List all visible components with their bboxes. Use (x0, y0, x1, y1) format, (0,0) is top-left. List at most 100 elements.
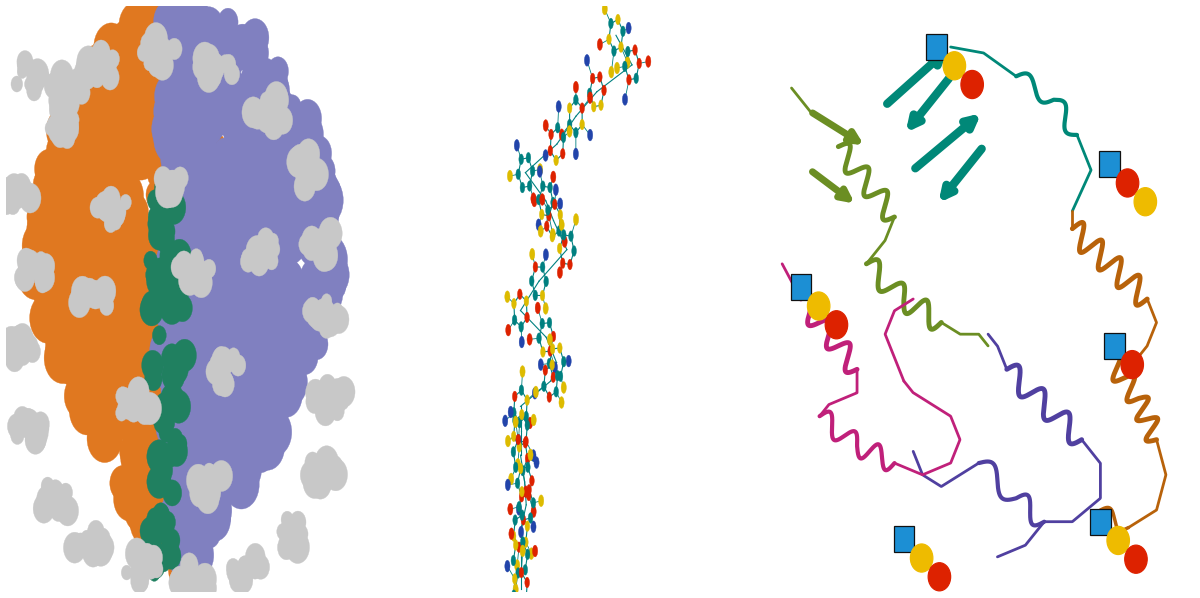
Circle shape (192, 22, 215, 54)
Circle shape (137, 44, 150, 62)
Circle shape (1116, 169, 1139, 197)
Circle shape (203, 464, 217, 484)
Circle shape (181, 211, 205, 243)
Circle shape (214, 346, 229, 367)
Circle shape (89, 39, 120, 83)
Circle shape (161, 303, 182, 332)
Circle shape (122, 129, 160, 180)
Circle shape (175, 349, 208, 393)
Circle shape (70, 154, 94, 187)
Circle shape (161, 383, 184, 416)
Circle shape (242, 321, 280, 371)
Circle shape (185, 365, 217, 408)
Circle shape (35, 227, 53, 251)
Circle shape (214, 460, 242, 501)
Circle shape (168, 239, 191, 271)
Circle shape (546, 205, 551, 215)
Circle shape (186, 471, 203, 495)
Circle shape (89, 198, 112, 230)
Circle shape (222, 423, 251, 462)
Circle shape (251, 423, 284, 470)
Circle shape (601, 85, 606, 96)
Circle shape (228, 355, 257, 395)
Circle shape (206, 98, 223, 122)
Circle shape (216, 349, 235, 375)
Circle shape (115, 405, 127, 421)
Circle shape (551, 228, 556, 240)
Circle shape (180, 67, 217, 118)
Circle shape (209, 440, 228, 466)
Circle shape (119, 2, 155, 50)
Circle shape (95, 295, 116, 324)
Circle shape (150, 560, 163, 578)
Circle shape (91, 113, 112, 142)
Circle shape (46, 310, 70, 343)
Circle shape (160, 183, 178, 208)
Circle shape (187, 139, 218, 182)
Circle shape (11, 426, 24, 444)
Circle shape (163, 456, 180, 481)
Circle shape (20, 422, 31, 437)
Circle shape (163, 480, 181, 506)
Circle shape (164, 264, 191, 300)
Circle shape (256, 101, 278, 133)
Circle shape (17, 51, 34, 73)
Circle shape (557, 267, 563, 279)
Circle shape (102, 392, 132, 434)
Circle shape (101, 291, 113, 307)
Circle shape (49, 236, 80, 279)
Circle shape (196, 230, 216, 258)
Circle shape (167, 390, 191, 423)
Circle shape (157, 407, 186, 446)
Circle shape (14, 329, 28, 347)
Circle shape (158, 373, 186, 411)
Circle shape (174, 302, 211, 355)
Circle shape (216, 444, 241, 479)
Circle shape (185, 45, 209, 78)
Circle shape (113, 127, 133, 155)
Circle shape (314, 461, 325, 476)
Circle shape (210, 307, 244, 354)
Circle shape (26, 59, 49, 89)
Circle shape (265, 81, 288, 113)
Circle shape (166, 170, 178, 186)
Circle shape (562, 230, 566, 240)
Circle shape (116, 337, 145, 377)
Circle shape (229, 118, 247, 143)
Circle shape (300, 142, 325, 177)
Circle shape (281, 227, 304, 260)
Circle shape (199, 519, 221, 548)
Circle shape (232, 312, 260, 351)
Circle shape (331, 396, 346, 414)
Circle shape (202, 230, 234, 274)
Circle shape (176, 442, 209, 488)
Circle shape (526, 549, 530, 560)
Circle shape (54, 486, 65, 500)
Circle shape (106, 187, 138, 230)
Circle shape (322, 459, 337, 480)
Circle shape (34, 241, 50, 265)
Circle shape (166, 42, 191, 77)
Circle shape (217, 367, 239, 396)
Circle shape (202, 470, 221, 496)
Circle shape (95, 42, 132, 93)
Circle shape (191, 130, 228, 181)
Circle shape (538, 166, 542, 177)
Circle shape (299, 295, 324, 329)
Circle shape (178, 456, 208, 496)
Circle shape (168, 428, 182, 449)
Circle shape (275, 202, 294, 227)
Circle shape (60, 344, 84, 377)
Circle shape (197, 475, 221, 508)
Circle shape (161, 135, 196, 184)
Circle shape (181, 533, 214, 578)
Circle shape (505, 324, 511, 336)
Circle shape (257, 109, 268, 123)
Circle shape (47, 115, 62, 136)
Circle shape (59, 273, 92, 319)
Circle shape (6, 181, 26, 209)
Circle shape (14, 333, 26, 348)
Circle shape (235, 349, 271, 398)
Circle shape (193, 335, 230, 386)
Circle shape (262, 166, 292, 208)
